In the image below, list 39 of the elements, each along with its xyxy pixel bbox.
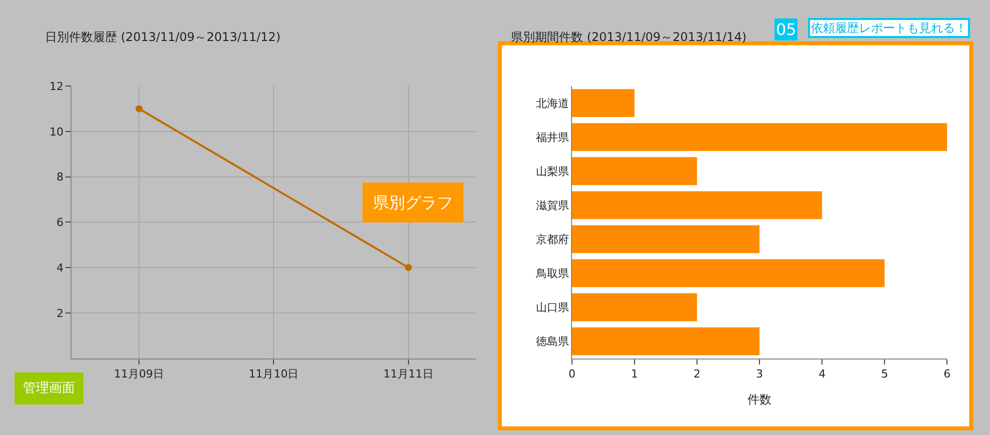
text: 管理画面 — [23, 381, 75, 396]
bar — [572, 191, 822, 220]
text: 05 — [776, 20, 796, 39]
bar — [572, 259, 885, 288]
bar — [572, 225, 760, 254]
text: 依頼履歴レポートも見れる！ — [811, 21, 967, 35]
bar — [572, 293, 698, 322]
x-tick-label: 6 — [944, 368, 951, 381]
x-tick-label: 11月10日 — [248, 368, 299, 381]
y-tick-label: 滋賀県 — [536, 199, 569, 212]
y-tick-label: 山口県 — [536, 301, 569, 314]
x-axis-title: 件数 — [748, 392, 772, 406]
x-tick-label: 2 — [694, 368, 701, 381]
x-tick-label: 3 — [756, 368, 764, 381]
y-tick-label: 6 — [56, 216, 64, 230]
chart-title: 県別期間件数 (2013/11/09～2013/11/14) — [511, 30, 747, 44]
bar — [572, 157, 698, 186]
y-tick-label: 山梨県 — [536, 164, 569, 178]
x-tick-label: 1 — [630, 368, 638, 381]
bar — [572, 327, 760, 356]
y-tick-label: 北海道 — [536, 96, 569, 110]
y-tick-label: 8 — [56, 170, 64, 184]
bar — [572, 89, 634, 117]
x-tick-label: 0 — [568, 368, 576, 381]
x-tick-label: 5 — [881, 368, 888, 381]
y-tick-label: 徳島県 — [536, 335, 569, 348]
y-tick-label: 福井県 — [536, 130, 569, 144]
bar — [572, 123, 948, 152]
y-tick-label: 12 — [50, 80, 64, 93]
y-tick-label: 京都府 — [536, 233, 569, 246]
y-tick-label: 10 — [50, 125, 64, 138]
x-tick-label: 11月11日 — [383, 368, 434, 381]
y-tick-label: 2 — [56, 306, 64, 320]
y-tick-label: 4 — [56, 261, 64, 274]
chart-title: 日別件数履歴 (2013/11/09～2013/11/12) — [45, 30, 281, 44]
x-tick-label: 11月09日 — [114, 368, 164, 381]
x-tick-label: 4 — [818, 368, 826, 381]
y-tick-label: 鳥取県 — [534, 267, 569, 280]
annotation: 県別グラフ — [373, 193, 453, 212]
